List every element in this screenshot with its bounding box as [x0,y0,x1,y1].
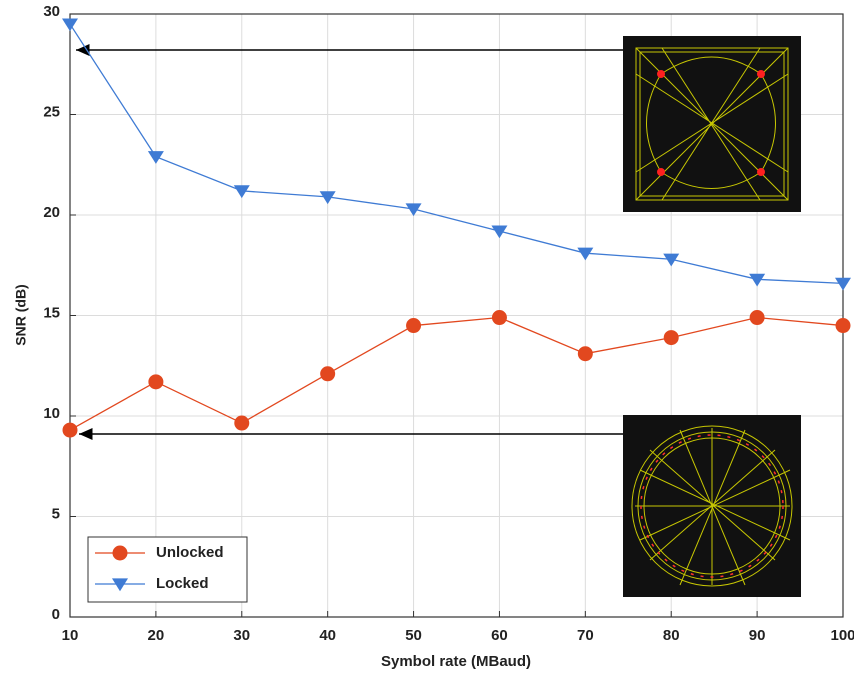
legend-marker [113,546,127,560]
data-point [63,423,77,437]
x-tick-label: 30 [233,627,250,644]
chart: Symbol rate (MBaud) SNR (dB) Unlocked Loc… [0,0,854,677]
x-tick-label: 50 [405,627,422,644]
series-line [70,318,843,431]
y-tick-label: 25 [43,103,60,120]
data-point [407,319,421,333]
legend: Unlocked Locked [88,537,247,602]
legend-label: Locked [156,575,209,592]
inset-unlocked [623,415,801,597]
data-point [148,151,164,164]
legend-label: Unlocked [156,544,224,561]
x-tick-label: 70 [577,627,594,644]
y-tick-label: 15 [43,304,60,321]
x-tick-label: 80 [663,627,680,644]
y-tick-label: 30 [43,3,60,20]
x-tick-label: 90 [749,627,766,644]
x-tick-label: 100 [830,627,854,644]
y-axis-label: SNR (dB) [13,284,29,345]
data-point [492,311,506,325]
data-point [664,331,678,345]
data-point [835,278,851,291]
x-tick-label: 40 [319,627,336,644]
y-tick-label: 0 [52,606,60,623]
data-point [578,347,592,361]
x-axis-label: Symbol rate (MBaud) [381,653,531,670]
y-tick-label: 5 [52,505,60,522]
y-tick-label: 20 [43,204,60,221]
inset-locked [623,36,801,212]
data-point [750,311,764,325]
x-tick-label: 20 [148,627,165,644]
data-point [321,367,335,381]
x-tick-label: 10 [62,627,79,644]
data-point [62,18,78,31]
x-tick-label: 60 [491,627,508,644]
data-point [836,319,850,333]
y-tick-label: 10 [43,405,60,422]
data-point [149,375,163,389]
data-point [235,416,249,430]
